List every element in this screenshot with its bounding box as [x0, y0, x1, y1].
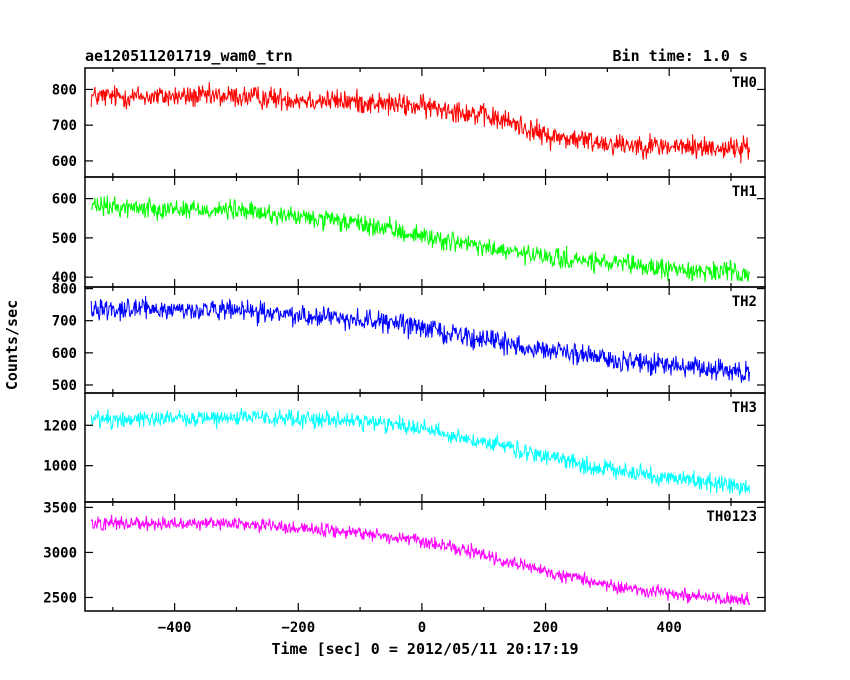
x-tick-label: −200 — [281, 620, 315, 636]
panels-group: TH0600700800TH1400500600TH2500600700800T… — [43, 67, 766, 636]
y-tick-label: 2500 — [43, 590, 77, 606]
series-th0 — [90, 81, 751, 164]
y-tick-label: 700 — [52, 118, 77, 134]
series-th3 — [90, 407, 751, 496]
y-tick-label: 600 — [52, 192, 77, 208]
y-tick-label: 500 — [52, 378, 77, 394]
series-th0123 — [90, 514, 751, 606]
panel-label: TH0 — [732, 75, 757, 91]
panel-label: TH1 — [732, 184, 757, 200]
panel-th0: TH0 600 700 800 — [52, 67, 766, 178]
panel-th3: TH3 1000 1200 — [43, 392, 766, 503]
y-tick-label: 700 — [52, 314, 77, 330]
series-th2 — [90, 296, 751, 383]
y-tick-label: 3500 — [43, 500, 77, 516]
panel-frame — [84, 286, 766, 394]
y-tick-label: 800 — [52, 282, 77, 298]
series-th1 — [90, 195, 751, 283]
y-tick-label: 1000 — [43, 459, 77, 475]
y-tick-label: 1200 — [43, 418, 77, 434]
y-tick-label: 600 — [52, 346, 77, 362]
y-axis-label: Counts/sec — [3, 300, 21, 390]
y-tick-label: 3000 — [43, 545, 77, 561]
x-tick-label: 200 — [533, 620, 558, 636]
panel-th0123: TH0123 2500 3000 3500 — [43, 500, 766, 612]
y-tick-label: 600 — [52, 154, 77, 170]
y-tick-label: 800 — [52, 82, 77, 98]
bin-time-label: Bin time: 1.0 s — [613, 47, 748, 65]
x-tick-label: 0 — [418, 620, 426, 636]
x-axis-label: Time [sec] 0 = 2012/05/11 20:17:19 — [271, 640, 578, 658]
x-tick-label: −400 — [158, 620, 192, 636]
x-tick-label: 400 — [657, 620, 682, 636]
y-tick-label: 400 — [52, 270, 77, 286]
panel-th1: TH1 400 500 600 — [52, 176, 766, 288]
y-tick-label: 500 — [52, 231, 77, 247]
panel-frame — [84, 501, 766, 612]
panel-label: TH3 — [732, 400, 757, 416]
chart-title: ae120511201719_wam0_trn — [85, 47, 293, 65]
panel-th2: TH2 500 600 700 800 — [52, 282, 766, 394]
panel-label: TH0123 — [706, 509, 757, 525]
panel-label: TH2 — [732, 294, 757, 310]
panel-frame — [84, 67, 766, 178]
panel-frame — [84, 392, 766, 503]
